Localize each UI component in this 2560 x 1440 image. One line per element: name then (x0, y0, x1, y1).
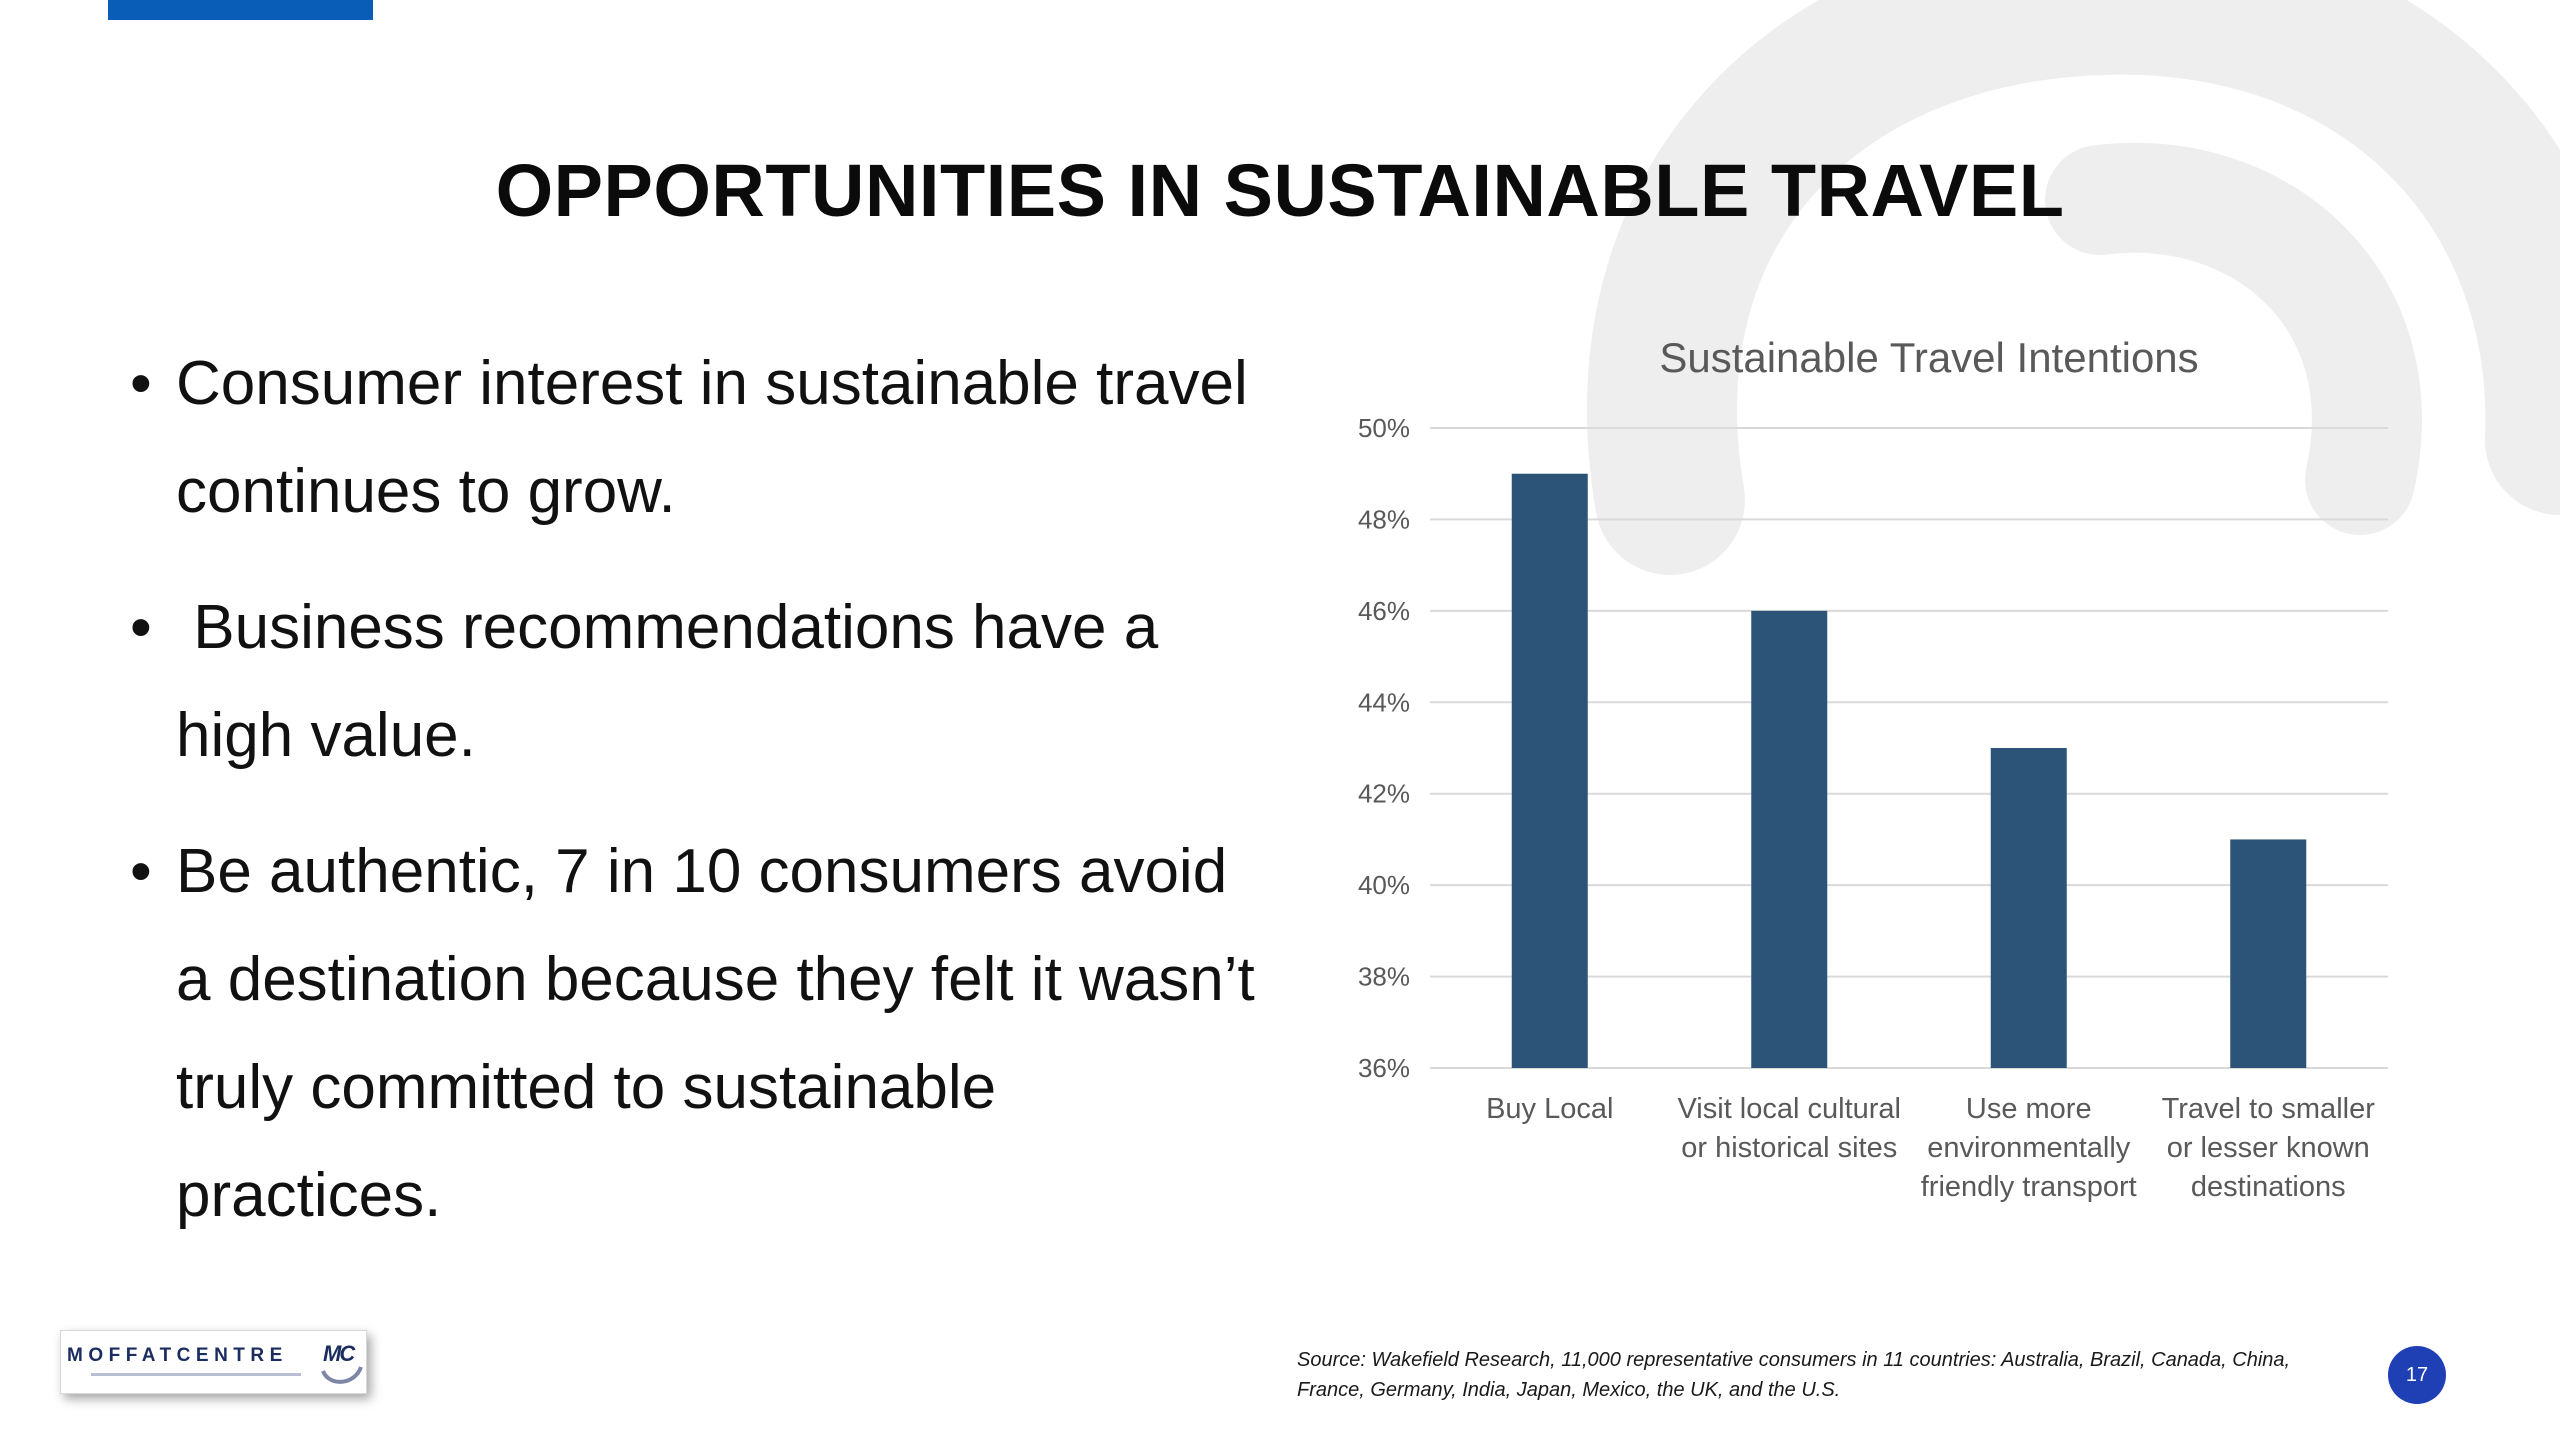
y-tick-label: 42% (1358, 779, 1410, 809)
bar (1990, 748, 2067, 1068)
x-tick-label: Use more (1966, 1093, 2092, 1125)
logo-mark-text: MC (323, 1341, 355, 1366)
y-tick-label: 48% (1358, 504, 1410, 534)
bar (1511, 473, 1588, 1068)
x-tick-label: Buy Local (1486, 1093, 1613, 1125)
bar-chart: Sustainable Travel Intentions 50% 48% 46% 44… (1290, 320, 2440, 1240)
y-tick-label: 50% (1358, 413, 1410, 443)
bar (2230, 839, 2307, 1068)
chart-svg: Sustainable Travel Intentions 50% 48% 46% 44… (1358, 334, 2388, 1203)
logo-tagline-line (91, 1373, 301, 1376)
bullet-text: Consumer interest in sustainable travel … (176, 349, 1248, 526)
bullet-item: • Consumer interest in sustainable trave… (122, 330, 1272, 546)
x-tick-label: Visit local cultural (1677, 1093, 1901, 1125)
bullet-text: Be authentic, 7 in 10 consumers avoid a … (176, 837, 1255, 1230)
x-tick-label: or lesser known (2167, 1132, 2370, 1164)
chart-title: Sustainable Travel Intentions (1659, 334, 2198, 381)
x-tick-label: environmentally (1927, 1132, 2131, 1164)
x-tick-label: destinations (2191, 1171, 2346, 1203)
bullet-item: • Be authentic, 7 in 10 consumers avoid … (122, 818, 1272, 1250)
slide-title: OPPORTUNITIES IN SUSTAINABLE TRAVEL (495, 149, 2065, 232)
page-number-badge: 17 (2388, 1346, 2446, 1404)
moffat-centre-logo-icon (321, 1366, 363, 1384)
bullet-text: Business recommendations have a high val… (176, 593, 1176, 770)
watermark-swirl-icon (1587, 0, 2560, 575)
bar (1751, 610, 1828, 1068)
bullet-list: • Consumer interest in sustainable trave… (122, 330, 1272, 1278)
x-tick-label: Travel to smaller (2162, 1093, 2376, 1125)
x-tick-label: friendly transport (1921, 1171, 2137, 1203)
y-tick-label: 40% (1358, 870, 1410, 900)
top-accent-bar (108, 0, 373, 20)
moffat-centre-logo: MOFFATCENTRE MC (60, 1330, 367, 1394)
bullet-dot: • (130, 593, 152, 662)
y-tick-label: 46% (1358, 596, 1410, 626)
y-tick-label: 44% (1358, 687, 1410, 717)
x-tick-label: or historical sites (1681, 1132, 1897, 1164)
y-tick-label: 36% (1358, 1053, 1410, 1083)
source-note: Source: Wakefield Research, 11,000 repre… (1297, 1349, 2291, 1401)
logo-text: MOFFATCENTRE (67, 1345, 288, 1366)
bullet-dot: • (130, 837, 152, 906)
y-tick-label: 38% (1358, 962, 1410, 992)
bullet-item: • Business recommendations have a high v… (122, 574, 1272, 790)
bullet-dot: • (130, 349, 152, 418)
